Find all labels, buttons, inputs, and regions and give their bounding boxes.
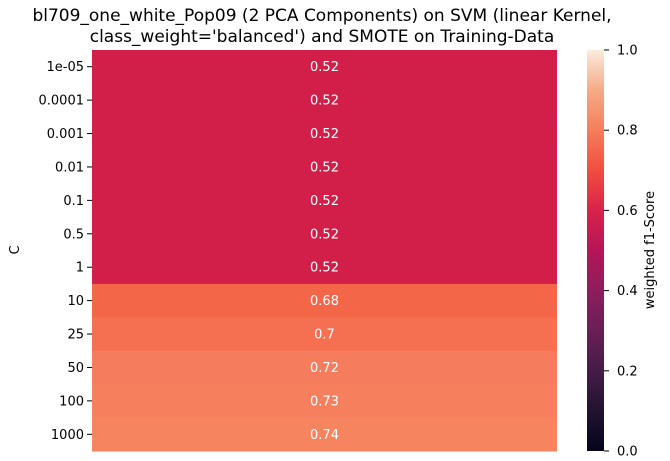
chart-title-line1: bl709_one_white_Pop09 (2 PCA Components)… [32,6,611,26]
y-tick-label: 0.01 [55,160,84,175]
colorbar-tick-label: 0.2 [617,364,638,379]
cell-value-label: 0.52 [310,127,339,142]
colorbar-ticks: 0.0 0.2 0.4 0.6 0.8 1.0 [604,44,638,460]
cell-value-label: 0.52 [310,94,339,109]
colorbar-tick-label: 1.0 [617,44,638,59]
colorbar [587,50,604,451]
heatmap-cell-50 [92,350,557,385]
y-tick-label: 100 [59,394,84,409]
cell-value-label: 0.52 [310,160,339,175]
y-axis-ticks: 1e-05 0.0001 0.001 0.01 0.1 0.5 1 10 25 50 100 1000 [39,60,92,443]
heatmap-cell-100 [92,384,557,419]
y-tick-label: 0.001 [47,127,84,142]
y-tick-label: 25 [67,328,84,343]
heatmap-cell-25 [92,317,557,352]
colorbar-tick-label: 0.6 [617,204,638,219]
cell-value-label: 0.52 [310,60,339,75]
heatmap-cells: 0.52 0.52 0.52 0.52 0.52 0.52 0.52 0.68 0.7 0.72 0… [92,50,557,452]
heatmap-cell-0.5 [92,217,557,251]
colorbar-label: weighted f1-Score [643,191,658,309]
y-tick-label: 1 [76,261,84,276]
y-tick-label: 50 [67,361,84,376]
heatmap-cell-0.001 [92,116,557,151]
colorbar-tick-label: 0.4 [617,284,638,299]
cell-value-label: 0.7 [314,328,335,343]
y-axis-label: C [8,245,23,254]
heatmap-cell-10 [92,283,557,318]
cell-value-label: 0.74 [310,428,339,443]
y-tick-label: 10 [67,294,84,309]
cell-value-label: 0.73 [310,394,339,409]
y-tick-label: 0.0001 [39,94,85,109]
cell-value-label: 0.72 [310,361,339,376]
y-tick-label: 1000 [51,428,84,443]
cell-value-label: 0.52 [310,261,339,276]
chart-title-line2: class_weight='balanced') and SMOTE on Tr… [90,27,555,47]
heatmap-cell-1e-05 [92,50,557,84]
heatmap-cell-0.01 [92,150,557,185]
y-tick-label: 1e-05 [46,60,84,75]
cell-value-label: 0.68 [310,294,339,309]
colorbar-tick-label: 0.8 [617,124,638,139]
heatmap-cell-1 [92,250,557,285]
heatmap-cell-0.0001 [92,83,557,118]
cell-value-label: 0.52 [310,227,339,242]
y-tick-label: 0.1 [63,194,84,209]
y-tick-label: 0.5 [63,227,84,242]
cell-value-label: 0.52 [310,194,339,209]
heatmap-cell-0.1 [92,183,557,218]
heatmap-cell-1000 [92,417,557,452]
colorbar-tick-label: 0.0 [617,445,638,460]
